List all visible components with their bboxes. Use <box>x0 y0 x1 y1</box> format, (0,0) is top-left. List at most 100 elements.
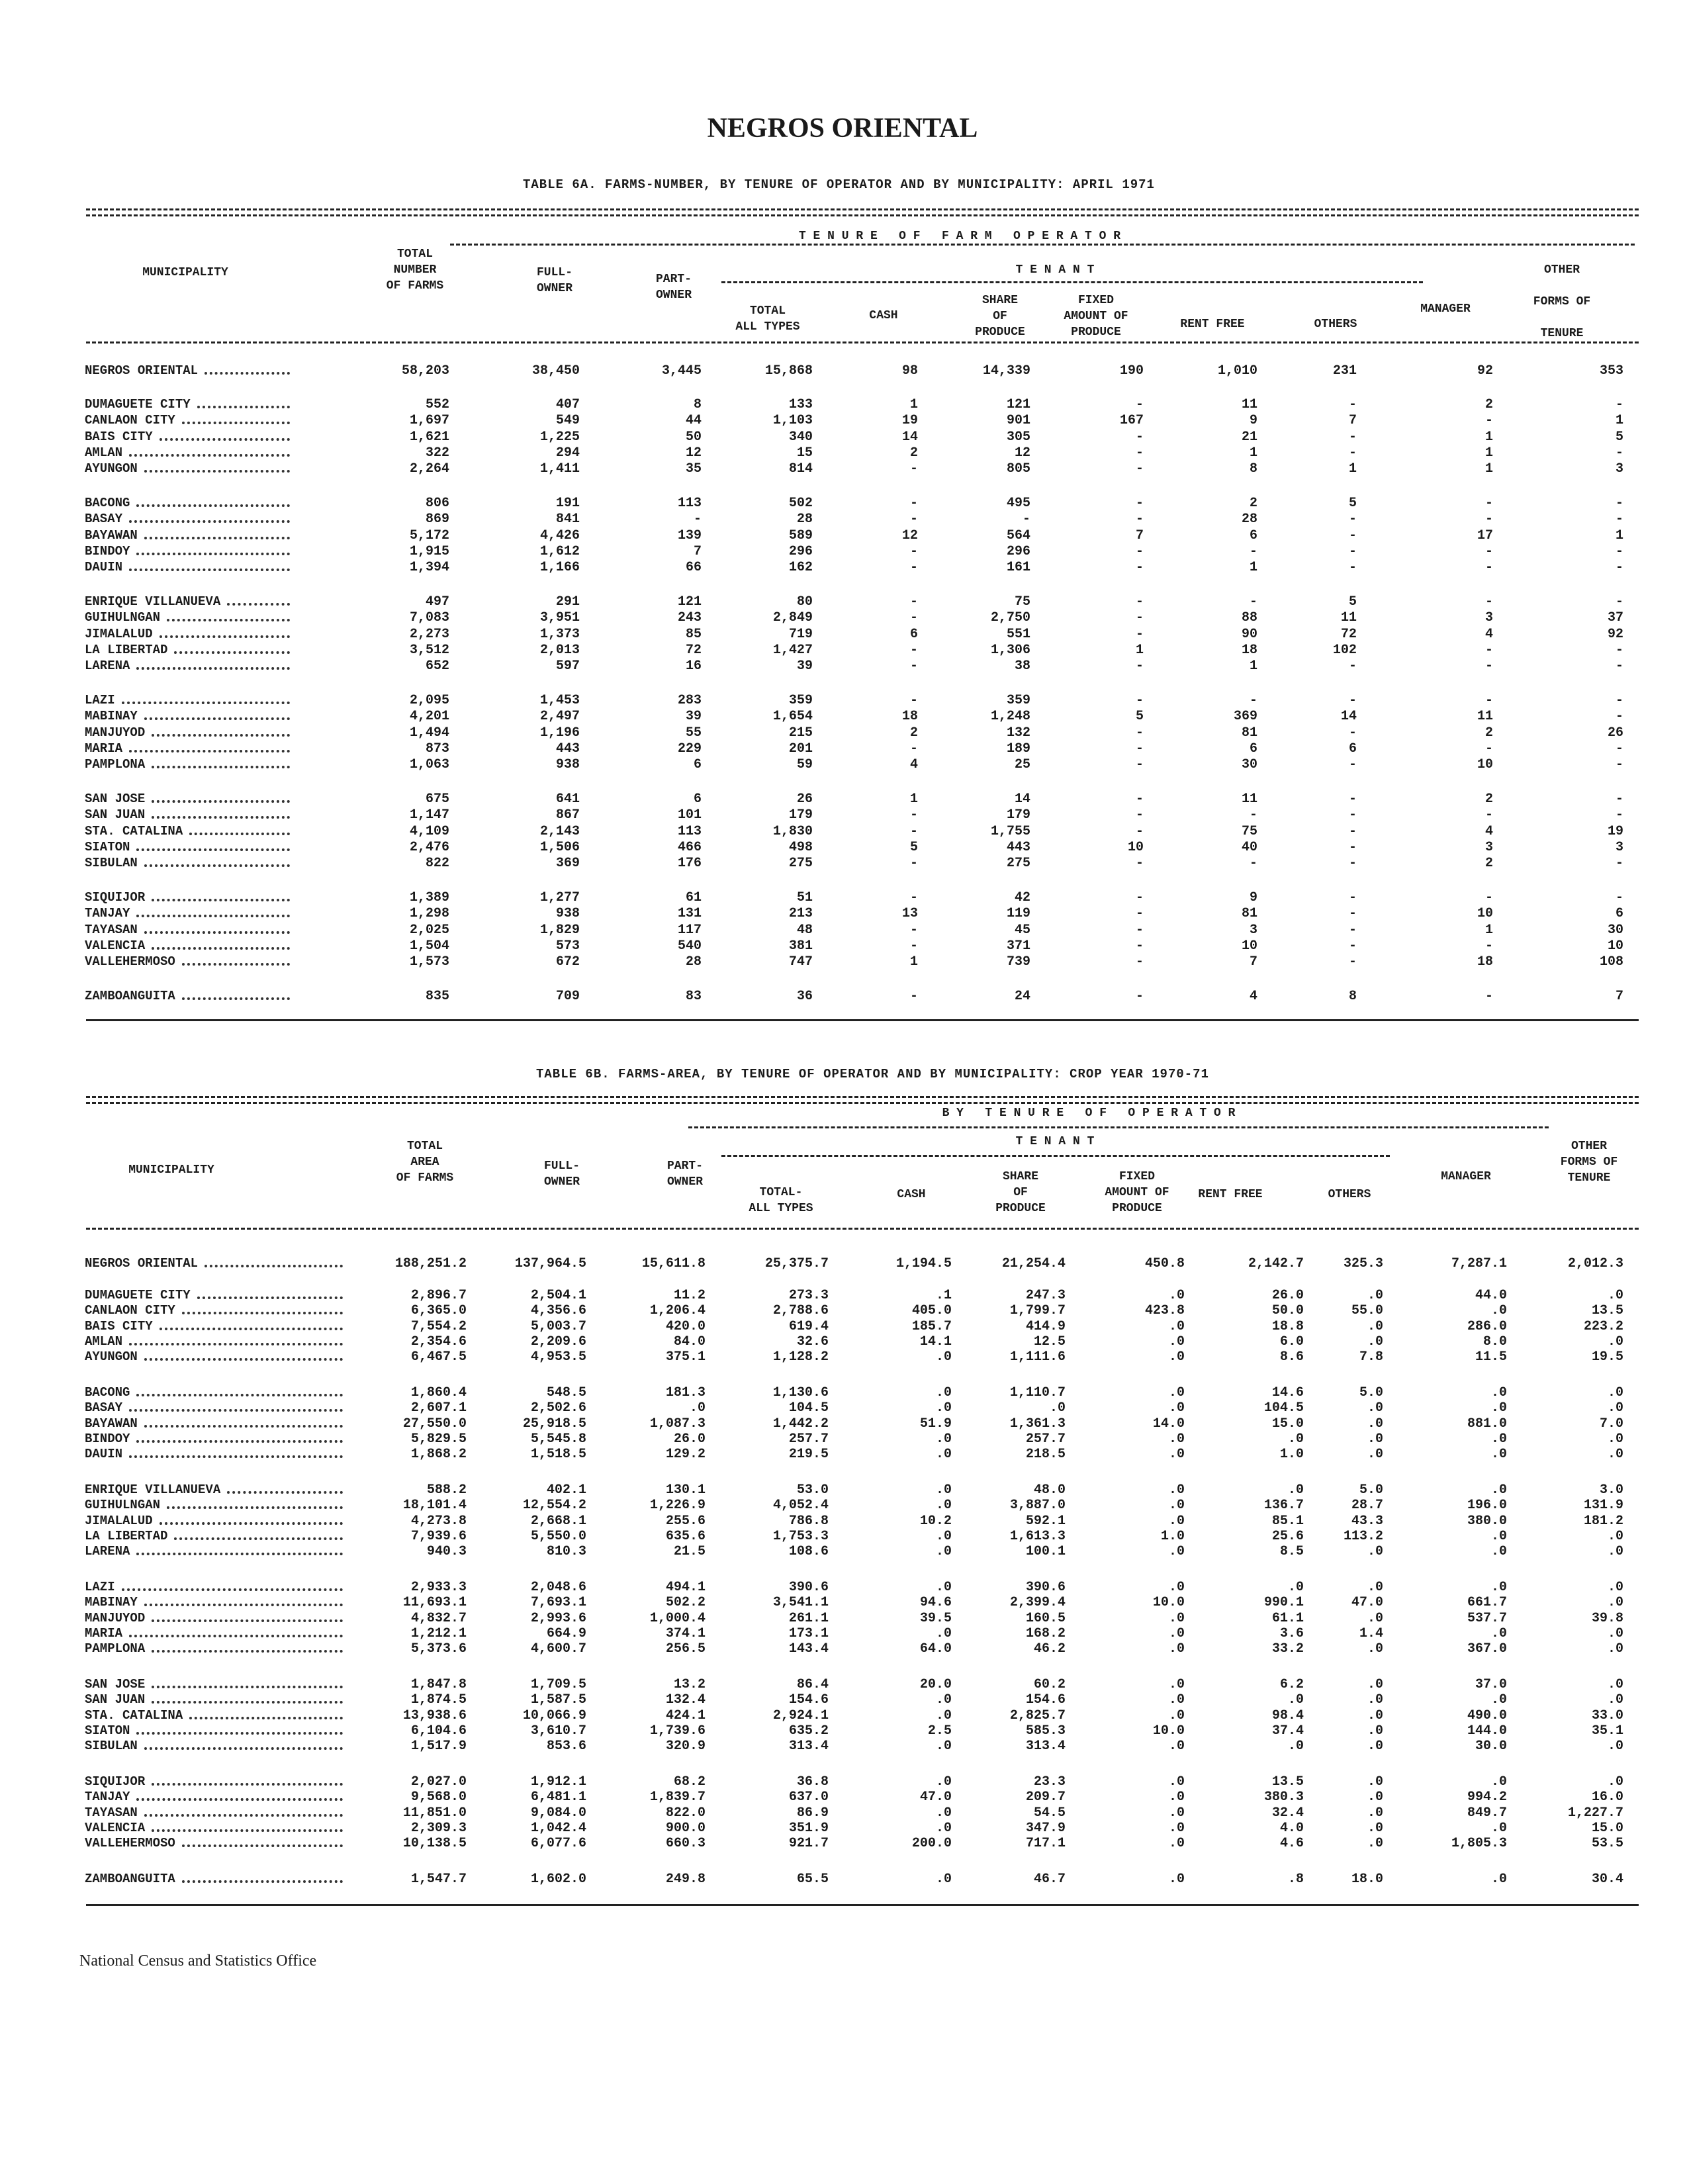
cell-manager: - <box>1484 543 1493 559</box>
cell-other-forms: - <box>1615 741 1623 756</box>
row-label: SIBULAN <box>85 1739 343 1753</box>
cell-full-owner: 549 <box>555 413 580 429</box>
cell-tenant-total: 1,442.2 <box>772 1416 829 1432</box>
cell-part-owner: 113 <box>677 496 702 511</box>
cell-other-forms: 223.2 <box>1583 1318 1623 1334</box>
cell-cash: .0 <box>935 1739 952 1754</box>
cell-cash: .0 <box>935 1774 952 1790</box>
cell-share: 1,111.6 <box>1009 1349 1066 1365</box>
cell-manager: 44.0 <box>1475 1288 1507 1303</box>
cell-full-owner: 402.1 <box>546 1482 586 1498</box>
cell-part-owner: 101 <box>677 807 702 823</box>
cell-full-owner: 10,066.9 <box>522 1707 586 1723</box>
cell-full-owner: 664.9 <box>546 1625 586 1641</box>
cell-manager: 1 <box>1484 461 1493 477</box>
cell-other-forms: .0 <box>1607 1544 1623 1560</box>
cell-others: 18.0 <box>1351 1872 1383 1887</box>
cell-manager: 10 <box>1477 906 1493 922</box>
cell-total: 1,860.4 <box>410 1385 467 1400</box>
cell-fixed: - <box>1135 906 1144 922</box>
cell-manager: 994.2 <box>1467 1790 1507 1805</box>
cell-others: - <box>1348 693 1357 708</box>
cell-share: 564 <box>1006 527 1030 543</box>
cell-manager: .0 <box>1490 1820 1507 1836</box>
cell-part-owner: 1,206.4 <box>649 1303 706 1319</box>
cell-other-forms: 1 <box>1615 413 1623 429</box>
cell-tenant-total: 390.6 <box>788 1580 829 1595</box>
column-header: OTHER <box>1571 1140 1608 1153</box>
cell-cash: .0 <box>935 1349 952 1365</box>
cell-rent-free: 11 <box>1241 397 1257 412</box>
cell-part-owner: 68.2 <box>673 1774 706 1790</box>
cell-part-owner: 540 <box>677 938 702 954</box>
cell-rent-free: - <box>1249 594 1257 610</box>
rule-line <box>86 1228 1639 1230</box>
cell-manager: 11.5 <box>1475 1349 1507 1365</box>
cell-manager: .0 <box>1490 1303 1507 1319</box>
cell-fixed: 14.0 <box>1152 1416 1185 1432</box>
cell-others: - <box>1348 725 1357 741</box>
cell-share: 14 <box>1014 792 1030 807</box>
cell-tenant-total: 15,868 <box>764 363 813 379</box>
cell-share: 119 <box>1006 906 1030 922</box>
row-label: LARENA <box>85 659 290 673</box>
cell-fixed: - <box>1135 954 1144 970</box>
row-label: PAMPLONA <box>85 757 290 772</box>
cell-full-owner: 1,612 <box>539 543 580 559</box>
cell-manager: 17 <box>1477 527 1493 543</box>
cell-rent-free: 104.5 <box>1263 1400 1304 1416</box>
column-header: B Y T E N U R E O F O P E R A T O R <box>942 1107 1236 1120</box>
cell-rent-free: 2,142.7 <box>1248 1256 1304 1271</box>
cell-share: 305 <box>1006 429 1030 445</box>
cell-total: 1,504 <box>409 938 449 954</box>
cell-manager: 380.0 <box>1467 1513 1507 1529</box>
cell-full-owner: 38,450 <box>531 363 580 379</box>
cell-full-owner: 191 <box>555 496 580 511</box>
cell-cash: 20.0 <box>919 1677 952 1692</box>
cell-manager: 2 <box>1484 725 1493 741</box>
cell-full-owner: 641 <box>555 792 580 807</box>
cell-rent-free: - <box>1249 856 1257 872</box>
cell-rent-free: 3.6 <box>1279 1625 1304 1641</box>
cell-other-forms: 1,227.7 <box>1567 1805 1623 1821</box>
row-label: SIATON <box>85 1723 343 1738</box>
cell-others: - <box>1348 429 1357 445</box>
rule-line <box>86 341 1639 343</box>
cell-part-owner: 466 <box>677 839 702 855</box>
cell-rent-free: - <box>1249 807 1257 823</box>
cell-manager: 286.0 <box>1467 1318 1507 1334</box>
cell-fixed: - <box>1135 496 1144 511</box>
cell-other-forms: 53.5 <box>1591 1836 1623 1852</box>
cell-tenant-total: 51 <box>796 890 813 905</box>
cell-share: 1,755 <box>990 823 1030 839</box>
cell-fixed: - <box>1135 397 1144 412</box>
cell-part-owner: 1,739.6 <box>649 1723 706 1739</box>
cell-fixed: - <box>1135 429 1144 445</box>
cell-share: 901 <box>1006 413 1030 429</box>
cell-part-owner: 21.5 <box>673 1544 706 1560</box>
cell-share: 21,254.4 <box>1001 1256 1066 1271</box>
cell-cash: 13 <box>901 906 918 922</box>
cell-full-owner: 4,426 <box>539 527 580 543</box>
row-label: TAYASAN <box>85 923 290 937</box>
row-label: NEGROS ORIENTAL <box>85 1256 343 1271</box>
rule-line <box>450 244 1635 246</box>
cell-others: - <box>1348 445 1357 461</box>
cell-part-owner: 635.6 <box>665 1528 706 1544</box>
rule-line <box>721 281 1423 283</box>
cell-fixed: - <box>1135 823 1144 839</box>
cell-tenant-total: 53.0 <box>796 1482 829 1498</box>
cell-other-forms: 7 <box>1615 989 1623 1004</box>
cell-part-owner: 822.0 <box>665 1805 706 1821</box>
cell-tenant-total: 26 <box>796 792 813 807</box>
cell-other-forms: .0 <box>1607 1385 1623 1400</box>
cell-others: - <box>1348 856 1357 872</box>
cell-share: 495 <box>1006 496 1030 511</box>
cell-part-owner: 249.8 <box>665 1872 706 1887</box>
row-label: NEGROS ORIENTAL <box>85 363 290 378</box>
cell-other-forms: 13.5 <box>1591 1303 1623 1319</box>
cell-others: - <box>1348 527 1357 543</box>
cell-rent-free: 15.0 <box>1271 1416 1304 1432</box>
rule-line <box>86 214 1639 216</box>
